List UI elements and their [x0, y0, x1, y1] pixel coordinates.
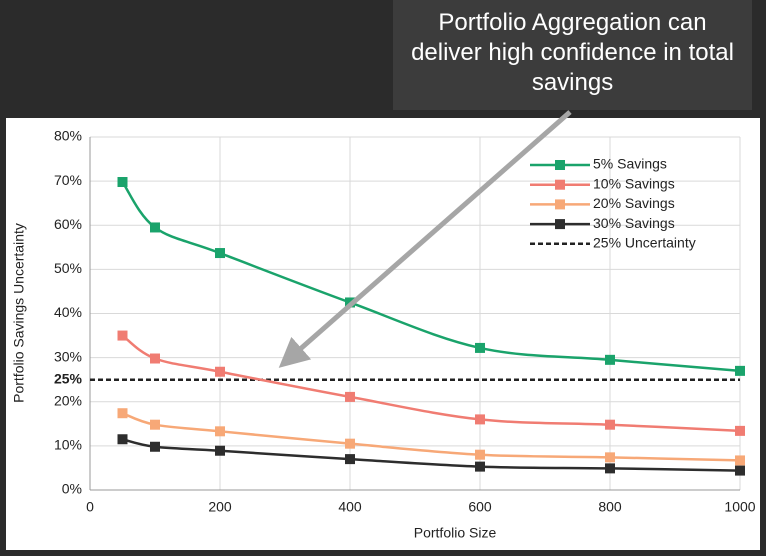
y-tick-label: 40%: [54, 304, 82, 320]
data-point: [345, 391, 355, 402]
data-point: [215, 445, 225, 456]
data-point: [345, 438, 355, 449]
y-tick-label: 50%: [54, 260, 82, 276]
data-point: [735, 425, 745, 436]
legend-label: 25% Uncertainty: [593, 235, 696, 251]
data-point: [215, 366, 225, 377]
data-point: [605, 354, 615, 365]
data-point: [215, 248, 225, 259]
legend-label: 5% Savings: [593, 156, 667, 172]
y-tick-label: 70%: [54, 172, 82, 188]
y-tick-label: 30%: [54, 348, 82, 364]
data-point: [735, 455, 745, 466]
x-tick-label: 600: [468, 499, 492, 515]
y-tick-label: 0%: [62, 481, 82, 497]
data-point: [117, 408, 128, 419]
callout: Portfolio Aggregation can deliver high c…: [393, 0, 752, 110]
data-point: [735, 365, 745, 376]
x-tick-label: 800: [598, 499, 622, 515]
legend-swatch: [555, 219, 565, 230]
legend-swatch: [555, 160, 565, 170]
y-tick-label: 60%: [54, 216, 82, 232]
data-point: [117, 330, 128, 341]
data-point: [345, 454, 355, 465]
data-point: [215, 426, 225, 437]
y-tick-label: 10%: [54, 437, 82, 453]
legend-label: 20% Savings: [593, 195, 675, 211]
y-tick-label: 80%: [54, 128, 82, 144]
data-point: [475, 414, 485, 425]
data-point: [117, 177, 128, 188]
reference-label: 25%: [54, 370, 83, 386]
x-tick-label: 200: [208, 499, 232, 515]
legend-label: 10% Savings: [593, 175, 675, 191]
x-tick-label: 1000: [724, 499, 755, 515]
callout-arrow: [278, 110, 572, 368]
data-point: [735, 465, 745, 476]
y-axis-title: Portfolio Savings Uncertainty: [11, 223, 27, 403]
x-axis-title: Portfolio Size: [414, 525, 497, 541]
data-point: [150, 222, 160, 233]
legend-swatch: [555, 199, 565, 210]
data-point: [605, 419, 615, 430]
data-point: [150, 353, 160, 364]
x-tick-label: 400: [338, 499, 362, 515]
chart-background: [6, 118, 760, 550]
data-point: [475, 342, 485, 353]
data-point: [605, 463, 615, 474]
x-tick-label: 0: [86, 499, 94, 515]
data-point: [605, 452, 615, 463]
data-point: [117, 434, 128, 445]
data-point: [475, 449, 485, 460]
data-point: [150, 419, 160, 430]
legend-label: 30% Savings: [593, 215, 675, 231]
legend-swatch: [555, 179, 565, 190]
y-tick-label: 20%: [54, 392, 82, 408]
data-point: [475, 461, 485, 472]
data-point: [150, 441, 160, 452]
